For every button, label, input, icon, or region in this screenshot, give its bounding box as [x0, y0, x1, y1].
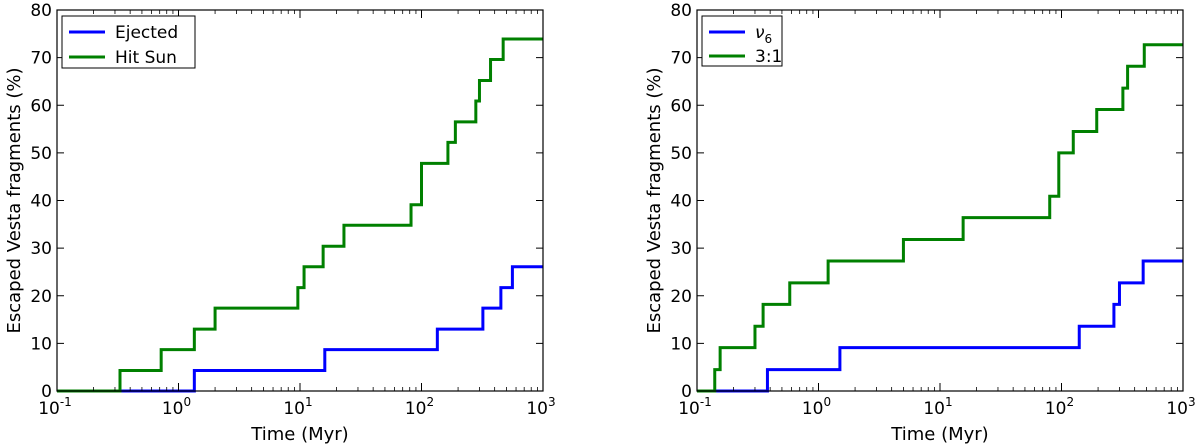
- y-tick-label: 10: [30, 334, 52, 354]
- left-panel: 0 10 20 30 40 50 60 70 80 10-1 100 101 102 103 Time (M…: [4, 1, 556, 445]
- series-line--6: [697, 259, 1183, 393]
- right-panel: 0 10 20 30 40 50 60 70 80 10-1 100 101 102 103 Time (M…: [644, 1, 1196, 445]
- series-group: [697, 43, 1183, 393]
- y-axis-label: Escaped Vesta fragments (%): [644, 67, 665, 333]
- y-tick-label: 20: [30, 287, 52, 307]
- y-tick-label: 50: [30, 144, 52, 164]
- x-tick-label: 10-1: [38, 395, 72, 419]
- legend-label: Ejected: [115, 23, 178, 43]
- y-tick-label: 70: [670, 49, 692, 69]
- plot-frame: [696, 9, 1184, 392]
- y-tick-label: 60: [670, 96, 692, 116]
- y-tick-label: 60: [30, 96, 52, 116]
- series-line-3-1: [697, 43, 1183, 393]
- legend-label: Hit Sun: [115, 48, 177, 68]
- y-tick-label: 40: [30, 192, 52, 212]
- y-tick-label: 80: [30, 1, 52, 21]
- series-line-hit-sun: [57, 37, 543, 393]
- x-tick-label: 100: [802, 395, 831, 419]
- x-axis-label: Time (Myr): [890, 424, 988, 445]
- y-tick-label: 40: [670, 192, 692, 212]
- y-tick-label: 0: [681, 382, 692, 402]
- y-tick-label: 80: [670, 1, 692, 21]
- x-tick-label: 102: [1045, 395, 1074, 419]
- x-axis-label: Time (Myr): [250, 424, 348, 445]
- y-tick-label: 20: [670, 287, 692, 307]
- y-tick-label: 30: [30, 239, 52, 259]
- y-tick-label: 0: [41, 382, 52, 402]
- x-tick-label: 101: [283, 395, 312, 419]
- x-tick-label: 101: [923, 395, 952, 419]
- legend: ν63:1: [701, 15, 783, 67]
- y-axis-label: Escaped Vesta fragments (%): [4, 67, 25, 333]
- legend-box: [701, 15, 783, 67]
- y-tick-label: 30: [670, 239, 692, 259]
- x-tick-label: 10-1: [678, 395, 712, 419]
- x-tick-label: 102: [405, 395, 434, 419]
- y-tick-label: 70: [30, 49, 52, 69]
- series-group: [57, 37, 543, 393]
- x-tick-label: 103: [1166, 395, 1195, 419]
- y-tick-label: 10: [670, 334, 692, 354]
- legend: Ejected Hit Sun: [61, 15, 196, 69]
- series-line-ejected: [57, 265, 543, 393]
- x-tick-label: 100: [162, 395, 191, 419]
- legend-label: 3:1: [755, 47, 782, 67]
- legend-box: [61, 15, 196, 69]
- x-tick-label: 103: [526, 395, 555, 419]
- legend-label: ν6: [755, 23, 772, 46]
- y-tick-label: 50: [670, 144, 692, 164]
